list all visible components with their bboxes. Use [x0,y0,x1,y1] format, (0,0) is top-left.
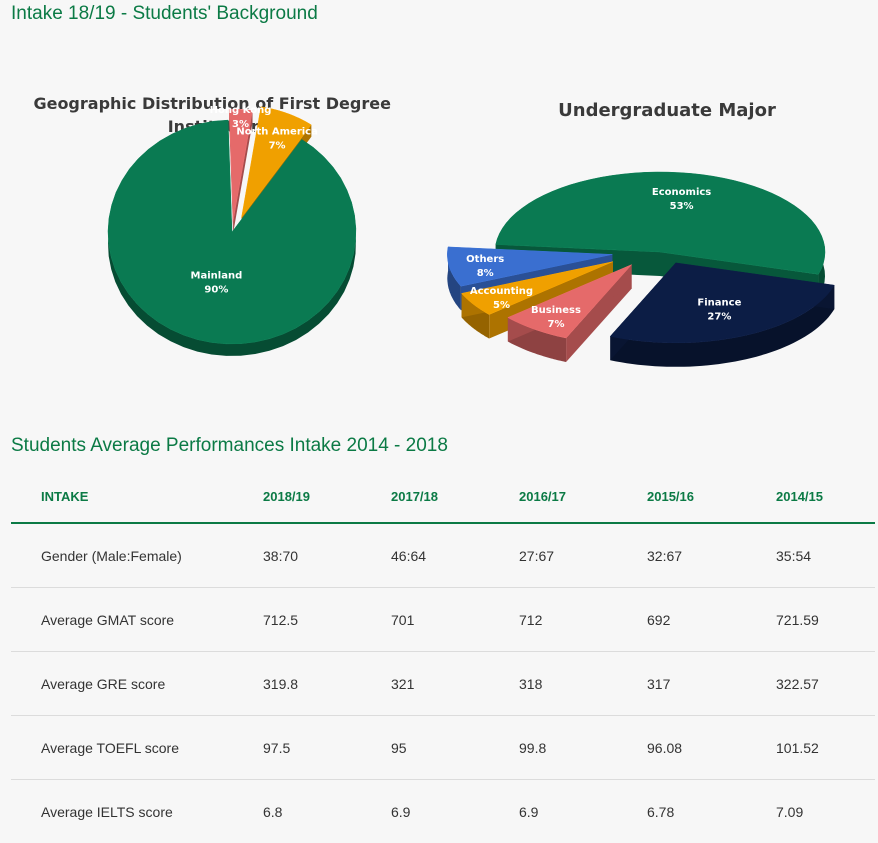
slice-value-accounting: 5% [493,300,510,311]
slice-label-accounting: Accounting [470,286,533,297]
row-label: Gender (Male:Female) [11,523,263,588]
table-cell: 701 [391,588,519,652]
slice-value-others: 8% [477,268,494,279]
table-cell: 319.8 [263,652,391,716]
table-header-row: INTAKE 2018/19 2017/18 2016/17 2015/16 2… [11,470,875,523]
col-header-intake: INTAKE [11,470,263,523]
row-label: Average GRE score [11,652,263,716]
table-cell: 721.59 [776,588,875,652]
chart-title-major: Undergraduate Major [558,100,776,121]
table-cell: 27:67 [519,523,647,588]
table-cell: 46:64 [391,523,519,588]
table-row: Average IELTS score 6.8 6.9 6.9 6.78 7.0… [11,780,875,843]
pie-major: Economics 53% Finance 27% Business 7% Accounti… [447,172,834,367]
table-cell: 35:54 [776,523,875,588]
slice-label-economics: Economics [652,187,711,198]
table-row: Average GMAT score 712.5 701 712 692 721… [11,588,875,652]
table-cell: 6.78 [647,780,776,843]
slice-value-mainland: 90% [204,284,228,295]
table-cell: 95 [391,716,519,780]
table-cell: 322.57 [776,652,875,716]
col-header-2016-17: 2016/17 [519,470,647,523]
table-cell: 38:70 [263,523,391,588]
slice-value-business: 7% [548,319,565,330]
table-cell: 6.8 [263,780,391,843]
table-cell: 101.52 [776,716,875,780]
slice-value-north-america: 7% [269,140,286,151]
col-header-2015-16: 2015/16 [647,470,776,523]
table-cell: 317 [647,652,776,716]
row-label: Average TOEFL score [11,716,263,780]
table-cell: 321 [391,652,519,716]
table-cell: 32:67 [647,523,776,588]
page-title: Intake 18/19 - Students' Background [11,3,318,25]
slice-label-north-america: North America [236,126,318,137]
performance-table: INTAKE 2018/19 2017/18 2016/17 2015/16 2… [11,470,875,843]
table-cell: 318 [519,652,647,716]
slice-label-finance: Finance [697,298,741,309]
table-cell: 692 [647,588,776,652]
slice-label-others: Others [466,254,504,265]
table-cell: 96.08 [647,716,776,780]
slice-label-mainland: Mainland [191,270,243,281]
slice-value-economics: 53% [670,201,694,212]
charts-area: Geographic Distribution of First Degree … [0,40,878,380]
row-label: Average IELTS score [11,780,263,843]
performance-title: Students Average Performances Intake 201… [11,435,448,457]
slice-label-business: Business [531,305,581,316]
table-row: Average TOEFL score 97.5 95 99.8 96.08 1… [11,716,875,780]
table-cell: 712.5 [263,588,391,652]
table-row: Average GRE score 319.8 321 318 317 322.… [11,652,875,716]
table-cell: 7.09 [776,780,875,843]
table-cell: 6.9 [519,780,647,843]
slice-value-finance: 27% [707,312,731,323]
table-cell: 712 [519,588,647,652]
table-cell: 6.9 [391,780,519,843]
table-row: Gender (Male:Female) 38:70 46:64 27:67 3… [11,523,875,588]
slice-label-hong-kong: Hong Kong [210,105,272,116]
table-cell: 97.5 [263,716,391,780]
table-cell: 99.8 [519,716,647,780]
col-header-2014-15: 2014/15 [776,470,875,523]
col-header-2017-18: 2017/18 [391,470,519,523]
col-header-2018-19: 2018/19 [263,470,391,523]
row-label: Average GMAT score [11,588,263,652]
